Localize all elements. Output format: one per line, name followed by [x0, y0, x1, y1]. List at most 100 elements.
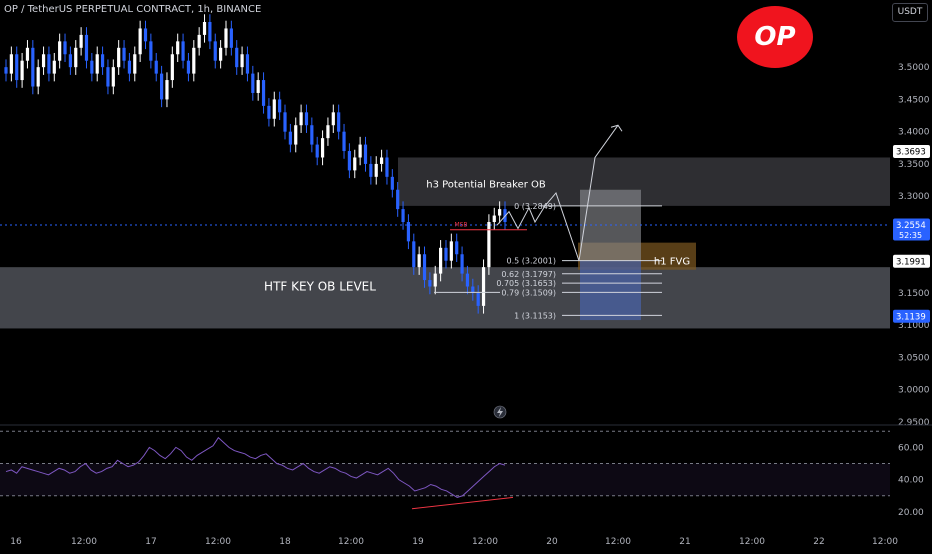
price-marker [893, 309, 930, 323]
candle-body [412, 241, 416, 268]
candle-body [433, 273, 437, 287]
price-marker [893, 218, 930, 241]
candle-body [41, 54, 46, 68]
rsi-line [5, 436, 506, 498]
symbol-title: OP / TetherUS PERPETUAL CONTRACT, 1h, BI… [4, 4, 262, 15]
candle-body [133, 54, 137, 74]
candle-body [353, 157, 357, 171]
candle-body [283, 112, 287, 132]
candle-body [74, 47, 78, 68]
currency-button[interactable]: USDT [892, 3, 928, 22]
candle-body [337, 112, 341, 132]
fib-level-label: 0.79 (3.1509) [501, 288, 556, 297]
candle-body [481, 267, 486, 306]
price-tick-label: 3.4000 [898, 128, 930, 138]
candle-body [417, 254, 421, 268]
candle-body [310, 125, 314, 145]
candle-body [192, 47, 196, 74]
candle-body [304, 112, 309, 126]
candle-body [127, 60, 132, 74]
time-axis-label: 12:00 [205, 537, 231, 547]
candle-body [256, 80, 260, 93]
time-axis-label: 22 [813, 537, 824, 547]
time-axis-label: 16 [10, 537, 22, 547]
candle-body [58, 41, 62, 61]
candle-body [9, 54, 13, 74]
candle-body [25, 47, 30, 61]
candle-body [487, 222, 491, 268]
candle-body [100, 54, 105, 68]
candle-body [331, 112, 335, 126]
candle-body [422, 254, 427, 281]
candle-body [197, 34, 201, 48]
candle-body [288, 131, 292, 145]
time-axis-label: 21 [679, 537, 690, 547]
candle-body [20, 60, 24, 81]
candle-body [213, 41, 217, 61]
candle-body [261, 80, 266, 106]
candle-body [347, 151, 351, 171]
candle-body [428, 280, 432, 287]
op-logo: OP [737, 6, 813, 68]
candle-body [154, 60, 158, 74]
candle-body [95, 54, 99, 74]
candle-body [106, 67, 110, 87]
projection-arrow [610, 124, 623, 132]
price-tick-label: 3.0500 [898, 353, 930, 363]
time-axis-label: 12:00 [71, 537, 97, 547]
candle-body [52, 60, 56, 74]
time-axis-label: 19 [412, 537, 424, 547]
candle-body [170, 54, 174, 81]
candle-body [219, 47, 223, 61]
candle-body [444, 247, 448, 261]
price-tick-label: 2.9500 [898, 418, 930, 428]
candle-body [492, 215, 496, 222]
candle-body [455, 241, 459, 255]
projection-path [496, 124, 619, 261]
fib-level-label: 0.5 (3.2001) [507, 257, 557, 266]
candle-body [224, 28, 228, 48]
candle-body [294, 125, 298, 145]
candle-body [186, 60, 191, 74]
candle-body [471, 286, 475, 293]
candle-body [111, 67, 115, 87]
rsi-tick-label: 60.00 [898, 443, 924, 453]
fib-level-label: 0.705 (3.1653) [496, 279, 556, 288]
candle-body [476, 292, 480, 306]
price-tick-label: 3.3000 [898, 192, 930, 202]
fvg-zone-label: h1 FVG [654, 257, 690, 268]
msb-label: MSB [454, 222, 467, 229]
price-marker [893, 144, 930, 158]
price-marker-label: 3.3693 [896, 147, 926, 157]
rsi-tick-label: 20.00 [898, 508, 924, 518]
candle-body [315, 144, 319, 158]
time-axis-label: 18 [279, 537, 291, 547]
h3-zone-label: h3 Potential Breaker OB [426, 180, 546, 191]
candle-body [149, 41, 153, 61]
time-axis-label: 12:00 [872, 537, 898, 547]
candle-body [390, 176, 394, 190]
stop-box [580, 260, 641, 321]
price-tick-label: 3.5000 [898, 63, 930, 73]
candle-body [342, 131, 346, 152]
candle-body [385, 157, 389, 177]
candle-body [374, 163, 378, 177]
candle-body [63, 41, 67, 55]
time-axis-label: 12:00 [338, 537, 364, 547]
candle-body [229, 28, 233, 48]
candle-body [498, 209, 502, 216]
candle-body [47, 54, 51, 74]
price-marker-label: 3.1991 [896, 257, 926, 267]
price-marker [893, 254, 930, 268]
candle-body [160, 73, 164, 100]
htf-key-ob-zone [0, 267, 890, 329]
time-axis-label: 12:00 [472, 537, 498, 547]
candle-body [138, 28, 142, 55]
time-axis-label: 12:00 [605, 537, 631, 547]
price-tick-label: 3.0000 [898, 386, 930, 396]
candle-body [358, 144, 362, 158]
price-tick-label: 3.1000 [898, 321, 930, 331]
candle-body [117, 47, 121, 68]
